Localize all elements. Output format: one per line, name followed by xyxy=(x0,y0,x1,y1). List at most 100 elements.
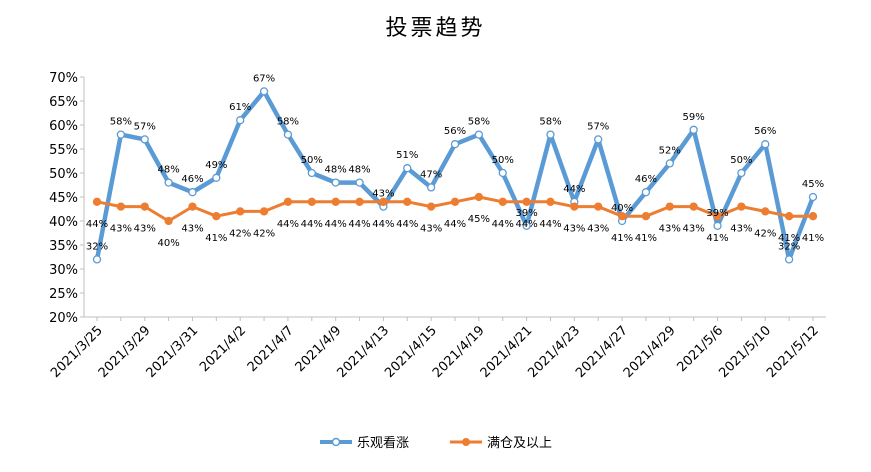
data-label-series-2: 43% xyxy=(181,224,203,235)
data-label-series-2: 41% xyxy=(706,233,728,244)
data-point-series-1[interactable] xyxy=(259,87,269,96)
y-tick-label: 50% xyxy=(49,167,78,182)
data-point-series-2[interactable] xyxy=(522,197,531,206)
data-point-series-2[interactable] xyxy=(474,192,484,202)
data-point-series-2[interactable] xyxy=(403,197,412,206)
data-point-series-2[interactable] xyxy=(116,202,126,211)
data-point-series-2[interactable] xyxy=(784,212,794,221)
data-point-series-2[interactable] xyxy=(665,202,674,211)
data-label-series-1: 58% xyxy=(468,117,490,128)
data-point-series-1[interactable] xyxy=(450,140,460,149)
data-label-series-1: 44% xyxy=(563,184,585,195)
data-point-series-2[interactable] xyxy=(689,202,698,211)
data-point-series-2[interactable] xyxy=(307,197,316,206)
data-point-series-2[interactable] xyxy=(594,202,603,211)
data-point-series-2[interactable] xyxy=(761,207,770,216)
data-point-series-2[interactable] xyxy=(570,202,579,211)
data-label-series-1: 32% xyxy=(86,241,108,252)
data-label-series-1: 43% xyxy=(372,189,394,200)
data-label-series-1: 67% xyxy=(253,73,275,84)
data-point-series-1[interactable] xyxy=(140,135,149,144)
data-label-series-2: 43% xyxy=(730,224,752,235)
data-point-series-1[interactable] xyxy=(808,192,818,202)
data-point-series-2[interactable] xyxy=(355,197,364,206)
data-point-series-2[interactable] xyxy=(379,197,388,206)
y-tick-label: 45% xyxy=(49,191,78,206)
chart-title: 投票趋势 xyxy=(385,16,486,41)
data-point-series-1[interactable] xyxy=(737,168,746,178)
y-tick-label: 25% xyxy=(49,287,78,302)
data-point-series-2[interactable] xyxy=(212,212,221,221)
data-point-series-1[interactable] xyxy=(426,183,436,192)
data-point-series-1[interactable] xyxy=(665,159,674,168)
data-point-series-1[interactable] xyxy=(403,164,412,173)
data-point-series-2[interactable] xyxy=(426,202,436,211)
data-point-series-1[interactable] xyxy=(283,130,293,139)
data-point-series-1[interactable] xyxy=(307,168,316,178)
data-point-series-2[interactable] xyxy=(641,212,651,221)
data-label-series-2: 44% xyxy=(86,219,108,230)
data-label-series-1: 47% xyxy=(420,169,442,180)
data-point-series-2[interactable] xyxy=(546,197,555,206)
data-point-series-1[interactable] xyxy=(546,130,555,139)
data-point-series-2[interactable] xyxy=(259,207,269,216)
data-point-series-1[interactable] xyxy=(474,130,484,139)
y-tick-label: 30% xyxy=(49,263,78,278)
data-point-series-1[interactable] xyxy=(188,188,197,197)
data-label-series-2: 44% xyxy=(444,219,466,230)
data-label-series-2: 44% xyxy=(348,219,370,230)
legend-item-series-1[interactable]: 乐观看涨 xyxy=(319,432,409,451)
data-point-series-2[interactable] xyxy=(737,202,746,211)
data-label-series-2: 43% xyxy=(587,224,609,235)
data-point-series-2[interactable] xyxy=(498,197,507,206)
data-point-series-2[interactable] xyxy=(713,212,722,221)
data-point-series-1[interactable] xyxy=(713,221,722,230)
data-label-series-2: 44% xyxy=(492,219,514,230)
data-label-series-1: 50% xyxy=(301,155,323,166)
data-point-series-1[interactable] xyxy=(784,255,794,264)
data-point-series-2[interactable] xyxy=(617,212,627,221)
data-point-series-2[interactable] xyxy=(164,216,173,226)
data-label-series-2: 45% xyxy=(468,214,490,225)
data-point-series-2[interactable] xyxy=(92,197,102,206)
data-label-series-2: 42% xyxy=(754,228,776,239)
data-point-series-2[interactable] xyxy=(236,207,245,216)
y-tick-label: 20% xyxy=(49,311,78,326)
data-point-series-1[interactable] xyxy=(689,125,698,134)
data-point-series-1[interactable] xyxy=(594,135,603,144)
data-point-series-1[interactable] xyxy=(116,130,126,139)
data-label-series-1: 58% xyxy=(110,117,132,128)
data-point-series-1[interactable] xyxy=(641,188,651,197)
data-label-series-2: 43% xyxy=(420,224,442,235)
data-label-series-1: 48% xyxy=(325,165,347,176)
data-label-series-1: 48% xyxy=(157,165,179,176)
data-label-series-2: 43% xyxy=(134,224,156,235)
data-label-series-1: 51% xyxy=(396,150,418,161)
data-label-series-2: 41% xyxy=(802,233,824,244)
data-point-series-1[interactable] xyxy=(212,173,221,182)
data-point-series-2[interactable] xyxy=(188,202,197,211)
data-label-series-1: 50% xyxy=(492,155,514,166)
data-point-series-2[interactable] xyxy=(140,202,149,211)
data-point-series-1[interactable] xyxy=(498,168,507,178)
data-label-series-1: 61% xyxy=(229,102,251,113)
data-point-series-1[interactable] xyxy=(164,178,173,187)
data-point-series-1[interactable] xyxy=(92,255,102,264)
data-label-series-1: 39% xyxy=(515,208,537,219)
legend-swatch-series-2 xyxy=(450,437,482,446)
data-point-series-1[interactable] xyxy=(522,221,531,230)
data-label-series-2: 44% xyxy=(515,219,537,230)
data-label-series-2: 43% xyxy=(563,224,585,235)
data-point-series-2[interactable] xyxy=(331,197,340,206)
data-point-series-1[interactable] xyxy=(331,178,340,187)
legend-item-series-2[interactable]: 满仓及以上 xyxy=(449,432,552,451)
data-point-series-1[interactable] xyxy=(236,116,245,125)
legend-label-series-2: 满仓及以上 xyxy=(487,436,553,451)
data-labels: 32%58% 57%48%46%49%61%67%58%50%48% 48%43%5… xyxy=(86,73,824,252)
data-point-series-2[interactable] xyxy=(808,212,818,221)
data-point-series-1[interactable] xyxy=(355,178,364,187)
data-point-series-1[interactable] xyxy=(761,140,770,149)
data-label-series-2: 41% xyxy=(205,233,227,244)
data-point-series-2[interactable] xyxy=(450,197,460,206)
data-point-series-2[interactable] xyxy=(283,197,293,206)
